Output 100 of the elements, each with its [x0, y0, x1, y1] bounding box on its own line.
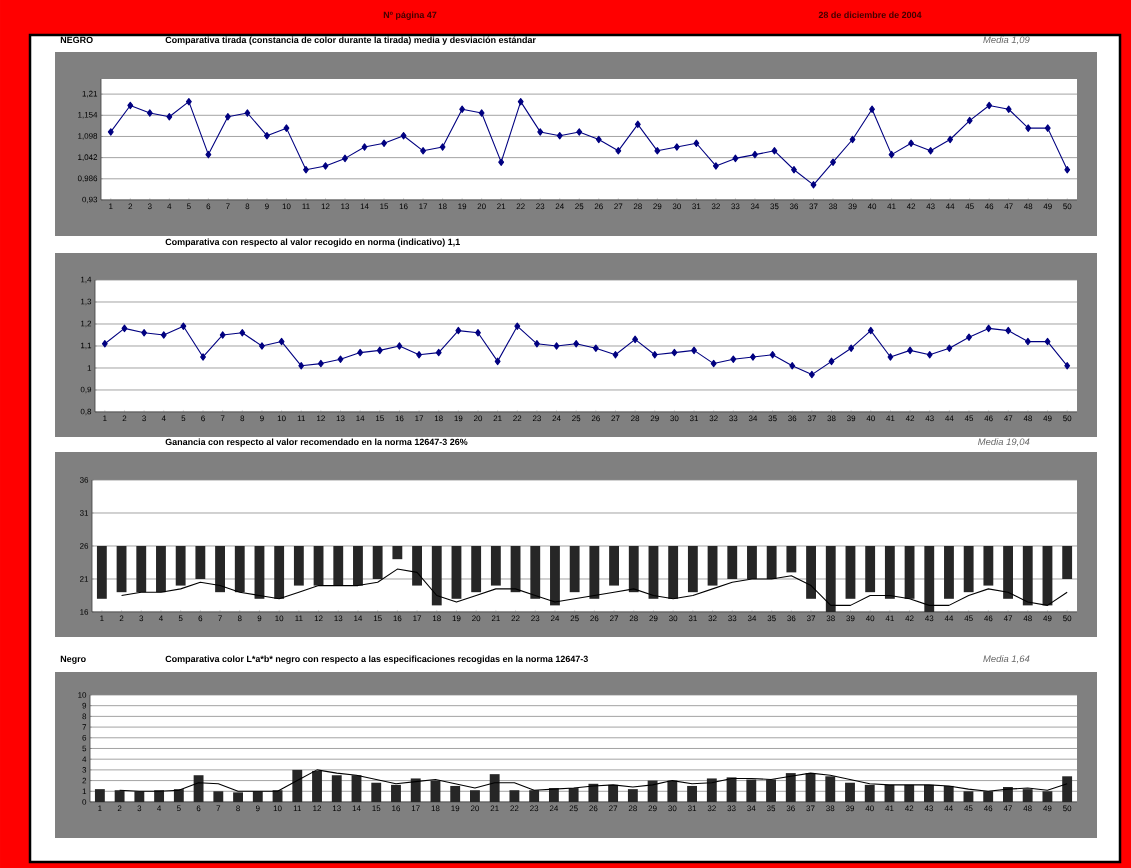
point	[146, 109, 153, 117]
point	[224, 113, 231, 121]
point	[673, 143, 680, 151]
bar	[963, 791, 974, 802]
point	[907, 346, 914, 355]
bar	[410, 778, 421, 802]
bar	[489, 774, 500, 802]
bar	[450, 785, 461, 802]
bar	[193, 775, 204, 802]
point	[514, 322, 521, 330]
point	[592, 344, 599, 352]
point	[185, 97, 192, 106]
text: Nº página 47	[383, 11, 437, 20]
bar	[114, 790, 125, 802]
point	[632, 335, 639, 344]
point	[634, 120, 641, 129]
bar	[529, 790, 540, 802]
bar	[706, 778, 717, 802]
bar	[608, 784, 619, 802]
point	[361, 143, 368, 151]
chart-title: Comparativa tirada (constancia de color durante la tirada) media y desviación estándar	[165, 36, 536, 45]
point	[908, 139, 915, 147]
bar	[825, 776, 836, 802]
text: Negro	[60, 655, 86, 664]
point	[1064, 165, 1071, 174]
chart-title: Comparativa con respecto al valor recogido en norma (indicativo) 1,1	[165, 238, 460, 247]
bar	[766, 779, 776, 802]
text: NEGRO	[60, 36, 93, 44]
point	[671, 348, 678, 357]
point	[533, 340, 540, 348]
point	[553, 342, 560, 350]
point	[926, 351, 933, 359]
point	[887, 353, 894, 361]
point	[101, 340, 108, 348]
point	[381, 139, 387, 147]
point	[869, 105, 875, 113]
bar	[94, 789, 105, 802]
bar	[588, 783, 599, 802]
point	[205, 150, 212, 159]
point	[849, 135, 856, 144]
bar	[509, 790, 520, 802]
point	[615, 147, 622, 155]
point	[322, 162, 329, 170]
bar	[667, 780, 678, 802]
point	[244, 109, 251, 117]
point	[1044, 124, 1051, 132]
point	[751, 150, 758, 159]
bar	[233, 792, 243, 802]
point	[576, 128, 583, 136]
point	[810, 181, 817, 189]
point	[239, 329, 246, 337]
point	[317, 359, 324, 368]
bar	[391, 784, 401, 802]
bar	[312, 770, 322, 802]
bar	[647, 780, 658, 802]
point	[985, 324, 992, 333]
point	[439, 143, 446, 151]
point	[595, 135, 602, 144]
bar	[1042, 791, 1053, 802]
point	[283, 124, 290, 132]
point	[298, 362, 305, 370]
bar	[627, 789, 638, 802]
bar	[568, 788, 579, 802]
point	[1044, 337, 1051, 346]
point	[946, 344, 953, 352]
point	[478, 109, 485, 117]
point	[517, 97, 524, 106]
bar	[252, 791, 263, 802]
bar	[134, 791, 145, 802]
point	[730, 355, 737, 363]
point	[867, 326, 874, 335]
bar	[983, 791, 994, 802]
point	[966, 333, 972, 341]
bar	[213, 791, 224, 802]
bar	[904, 784, 915, 802]
point	[888, 150, 895, 159]
point	[435, 348, 442, 357]
bar	[924, 784, 934, 802]
text: 28 de diciembre de 2004	[818, 11, 922, 19]
bar	[371, 782, 382, 802]
point	[612, 351, 619, 359]
point	[769, 351, 776, 359]
point	[160, 331, 167, 339]
point	[459, 105, 466, 113]
point	[475, 329, 481, 337]
point	[848, 344, 855, 352]
bar	[845, 782, 855, 802]
point	[455, 326, 462, 335]
point	[1005, 105, 1012, 113]
bar	[1062, 776, 1073, 802]
bar	[943, 785, 954, 802]
point	[808, 370, 815, 379]
bar	[331, 775, 342, 802]
point	[263, 131, 270, 140]
point	[947, 135, 954, 144]
point	[121, 324, 128, 333]
text: Media 1,64	[983, 655, 1030, 664]
point	[259, 342, 265, 350]
text: Media 1,09	[983, 36, 1030, 45]
point	[498, 158, 505, 166]
